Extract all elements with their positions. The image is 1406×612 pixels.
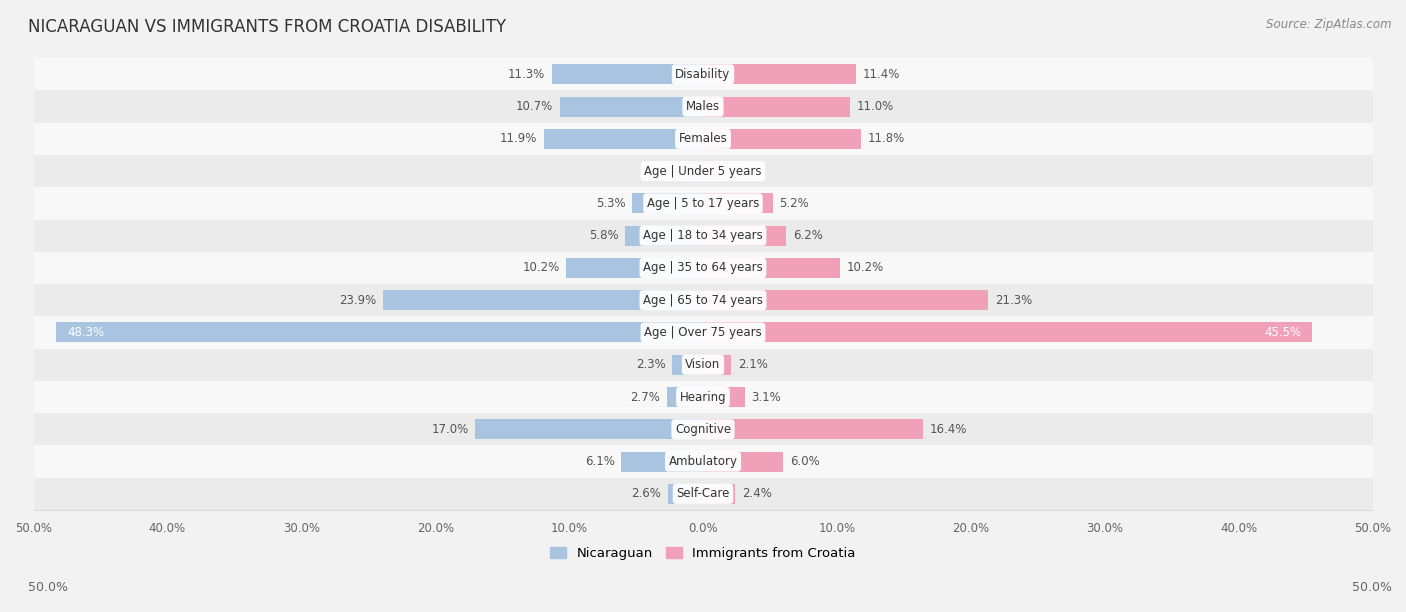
Bar <box>668 484 703 504</box>
Bar <box>703 64 856 84</box>
Bar <box>703 323 1312 343</box>
Text: 17.0%: 17.0% <box>432 423 468 436</box>
Text: 2.3%: 2.3% <box>636 358 665 371</box>
Text: Females: Females <box>679 132 727 146</box>
Text: 1.1%: 1.1% <box>652 165 682 177</box>
Text: Cognitive: Cognitive <box>675 423 731 436</box>
Bar <box>382 290 703 310</box>
Bar <box>689 161 703 181</box>
Bar <box>703 258 839 278</box>
Text: 16.4%: 16.4% <box>929 423 967 436</box>
Text: 11.3%: 11.3% <box>508 68 546 81</box>
Text: 6.1%: 6.1% <box>585 455 614 468</box>
Bar <box>551 64 703 84</box>
Text: 23.9%: 23.9% <box>339 294 377 307</box>
Bar <box>34 58 1372 91</box>
Text: Source: ZipAtlas.com: Source: ZipAtlas.com <box>1267 18 1392 31</box>
Bar <box>626 226 703 245</box>
Text: 2.7%: 2.7% <box>630 390 661 403</box>
Text: Age | Under 5 years: Age | Under 5 years <box>644 165 762 177</box>
Text: Age | 5 to 17 years: Age | 5 to 17 years <box>647 197 759 210</box>
Bar <box>703 161 720 181</box>
Bar <box>56 323 703 343</box>
Bar <box>703 387 745 407</box>
Legend: Nicaraguan, Immigrants from Croatia: Nicaraguan, Immigrants from Croatia <box>546 542 860 565</box>
Text: Vision: Vision <box>685 358 721 371</box>
Bar <box>34 316 1372 349</box>
Bar <box>34 155 1372 187</box>
Text: 10.7%: 10.7% <box>516 100 553 113</box>
Text: 50.0%: 50.0% <box>1353 581 1392 594</box>
Bar <box>34 413 1372 446</box>
Bar <box>34 187 1372 220</box>
Bar <box>34 252 1372 284</box>
Bar <box>703 355 731 375</box>
Text: 50.0%: 50.0% <box>28 581 67 594</box>
Bar <box>34 284 1372 316</box>
Text: 45.5%: 45.5% <box>1264 326 1302 339</box>
Text: 21.3%: 21.3% <box>995 294 1032 307</box>
Text: 48.3%: 48.3% <box>67 326 104 339</box>
Bar <box>703 452 783 472</box>
Text: 6.0%: 6.0% <box>790 455 820 468</box>
Text: 5.8%: 5.8% <box>589 229 619 242</box>
Bar <box>567 258 703 278</box>
Text: 1.3%: 1.3% <box>727 165 756 177</box>
Text: 5.3%: 5.3% <box>596 197 626 210</box>
Bar <box>703 193 773 214</box>
Text: 11.0%: 11.0% <box>858 100 894 113</box>
Text: 10.2%: 10.2% <box>523 261 560 274</box>
Bar <box>621 452 703 472</box>
Text: Hearing: Hearing <box>679 390 727 403</box>
Bar <box>666 387 703 407</box>
Text: Males: Males <box>686 100 720 113</box>
Text: Age | 65 to 74 years: Age | 65 to 74 years <box>643 294 763 307</box>
Bar <box>703 226 786 245</box>
Text: 2.6%: 2.6% <box>631 487 661 501</box>
Text: 11.8%: 11.8% <box>868 132 905 146</box>
Text: Age | 18 to 34 years: Age | 18 to 34 years <box>643 229 763 242</box>
Bar <box>672 355 703 375</box>
Text: 11.9%: 11.9% <box>499 132 537 146</box>
Text: 6.2%: 6.2% <box>793 229 823 242</box>
Text: 5.2%: 5.2% <box>779 197 808 210</box>
Bar <box>633 193 703 214</box>
Text: Age | Over 75 years: Age | Over 75 years <box>644 326 762 339</box>
Text: 3.1%: 3.1% <box>751 390 780 403</box>
Bar <box>703 419 922 439</box>
Text: NICARAGUAN VS IMMIGRANTS FROM CROATIA DISABILITY: NICARAGUAN VS IMMIGRANTS FROM CROATIA DI… <box>28 18 506 36</box>
Bar <box>475 419 703 439</box>
Bar <box>34 123 1372 155</box>
Text: 10.2%: 10.2% <box>846 261 883 274</box>
Text: 2.1%: 2.1% <box>738 358 768 371</box>
Text: Self-Care: Self-Care <box>676 487 730 501</box>
Bar <box>34 220 1372 252</box>
Text: Ambulatory: Ambulatory <box>668 455 738 468</box>
Bar <box>34 446 1372 478</box>
Bar <box>703 484 735 504</box>
Bar <box>34 478 1372 510</box>
Bar <box>560 97 703 117</box>
Bar <box>34 91 1372 123</box>
Text: Disability: Disability <box>675 68 731 81</box>
Text: 2.4%: 2.4% <box>742 487 772 501</box>
Bar <box>34 349 1372 381</box>
Text: Age | 35 to 64 years: Age | 35 to 64 years <box>643 261 763 274</box>
Bar <box>703 290 988 310</box>
Bar <box>34 381 1372 413</box>
Bar <box>703 129 860 149</box>
Bar <box>703 97 851 117</box>
Text: 11.4%: 11.4% <box>862 68 900 81</box>
Bar <box>544 129 703 149</box>
